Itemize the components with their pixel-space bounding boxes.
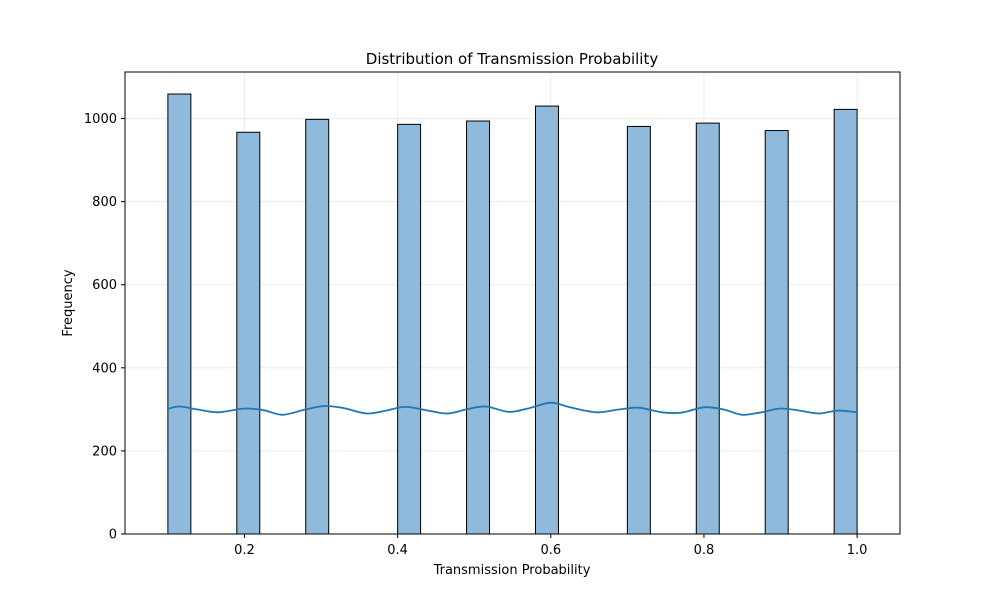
histogram-bar: [764, 130, 789, 535]
histogram-bar: [305, 118, 330, 535]
x-tick-label: 0.2: [234, 543, 255, 558]
x-axis-title: Transmission Probability: [433, 563, 591, 578]
y-tick-label: 0: [109, 528, 117, 543]
histogram-bar: [397, 123, 422, 535]
y-tick-label: 200: [92, 444, 117, 459]
y-tick-label: 400: [92, 361, 117, 376]
x-tick-label: 0.6: [540, 543, 561, 558]
y-tick-label: 600: [92, 278, 117, 293]
histogram-bar: [626, 125, 651, 535]
y-axis-title: Frequency: [61, 269, 76, 336]
x-tick-label: 0.4: [387, 543, 408, 558]
kde-curve-layer: [167, 401, 858, 416]
x-tick-label: 1.0: [847, 543, 868, 558]
x-axis-ticks: 0.2 0.4 0.6 0.8 1.0: [234, 534, 867, 558]
y-tick-label: 800: [92, 195, 117, 210]
y-tick-label: 1000: [84, 112, 117, 127]
histogram-bar: [236, 131, 261, 535]
histogram-bar: [833, 108, 858, 535]
plot-frame: [124, 71, 901, 535]
histogram-bar: [695, 122, 720, 535]
kde-curve: [167, 401, 858, 416]
histogram-bar: [167, 93, 192, 535]
histogram-bar: [466, 120, 491, 535]
chart-title: Distribution of Transmission Probability: [366, 50, 659, 68]
y-axis-ticks: 0 200 400 600 800 1000: [84, 112, 125, 543]
histogram-bar: [534, 105, 559, 535]
x-tick-label: 0.8: [694, 543, 715, 558]
